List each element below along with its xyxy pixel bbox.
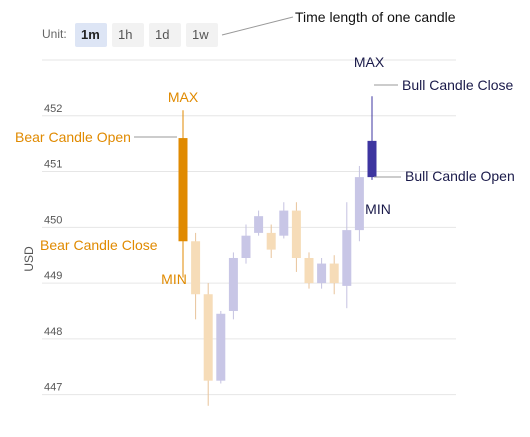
time-length-pointer xyxy=(221,16,294,36)
unit-button-1w[interactable]: 1w xyxy=(186,23,218,47)
candle-body xyxy=(354,177,364,231)
y-axis-ticks: 447 448 449 450 451 452 xyxy=(44,103,62,394)
candle-body xyxy=(178,138,188,242)
candle xyxy=(329,255,339,295)
y-tick-label: 450 xyxy=(44,214,62,226)
bull-close-annotation: Bull Candle Close xyxy=(402,77,513,93)
annotations: Time length of one candle MAX Bear Candl… xyxy=(15,9,515,287)
candle-body xyxy=(342,230,352,286)
candle xyxy=(178,110,188,278)
candle xyxy=(254,210,264,236)
candle-body xyxy=(228,257,238,311)
candle-body xyxy=(241,235,251,258)
unit-label: Unit: xyxy=(42,27,67,41)
candles xyxy=(178,96,377,406)
candle xyxy=(228,252,238,320)
time-length-annotation: Time length of one candle xyxy=(295,9,456,25)
candle-body xyxy=(191,241,201,295)
candle-body xyxy=(367,140,377,178)
candle xyxy=(266,224,276,258)
candle xyxy=(317,257,327,289)
bear-min-annotation: MIN xyxy=(161,271,187,287)
y-tick-label: 452 xyxy=(44,103,62,115)
unit-button-1h[interactable]: 1h xyxy=(112,23,144,47)
grid xyxy=(42,59,456,396)
candle xyxy=(304,252,314,289)
candle-body xyxy=(317,263,327,284)
y-tick-label: 448 xyxy=(44,326,62,338)
candle-body xyxy=(216,313,226,381)
y-tick-label: 447 xyxy=(44,382,62,394)
candle xyxy=(241,224,251,264)
candle xyxy=(191,232,201,320)
candle xyxy=(216,310,226,384)
bull-max-annotation: MAX xyxy=(354,54,385,70)
candle-body xyxy=(329,263,339,284)
candle xyxy=(203,283,213,406)
candle xyxy=(291,202,301,272)
candle-body xyxy=(279,210,289,236)
candle-body xyxy=(266,232,276,250)
candle-body xyxy=(291,210,301,258)
candle xyxy=(279,202,289,239)
bear-open-annotation: Bear Candle Open xyxy=(15,129,131,145)
bear-max-annotation: MAX xyxy=(168,89,199,105)
y-tick-label: 451 xyxy=(44,159,62,171)
unit-button-1m[interactable]: 1m xyxy=(75,23,107,47)
y-axis-label: USD xyxy=(22,246,36,272)
candle xyxy=(367,96,377,180)
bull-open-annotation: Bull Candle Open xyxy=(405,168,515,184)
candle xyxy=(342,202,352,309)
candle xyxy=(354,165,364,242)
candle-body xyxy=(254,216,264,233)
bear-close-annotation: Bear Candle Close xyxy=(40,237,158,253)
bull-min-annotation: MIN xyxy=(365,201,391,217)
candle-body xyxy=(304,257,314,284)
candle-body xyxy=(203,294,213,381)
y-tick-label: 449 xyxy=(44,270,62,282)
unit-button-1d[interactable]: 1d xyxy=(149,23,181,47)
